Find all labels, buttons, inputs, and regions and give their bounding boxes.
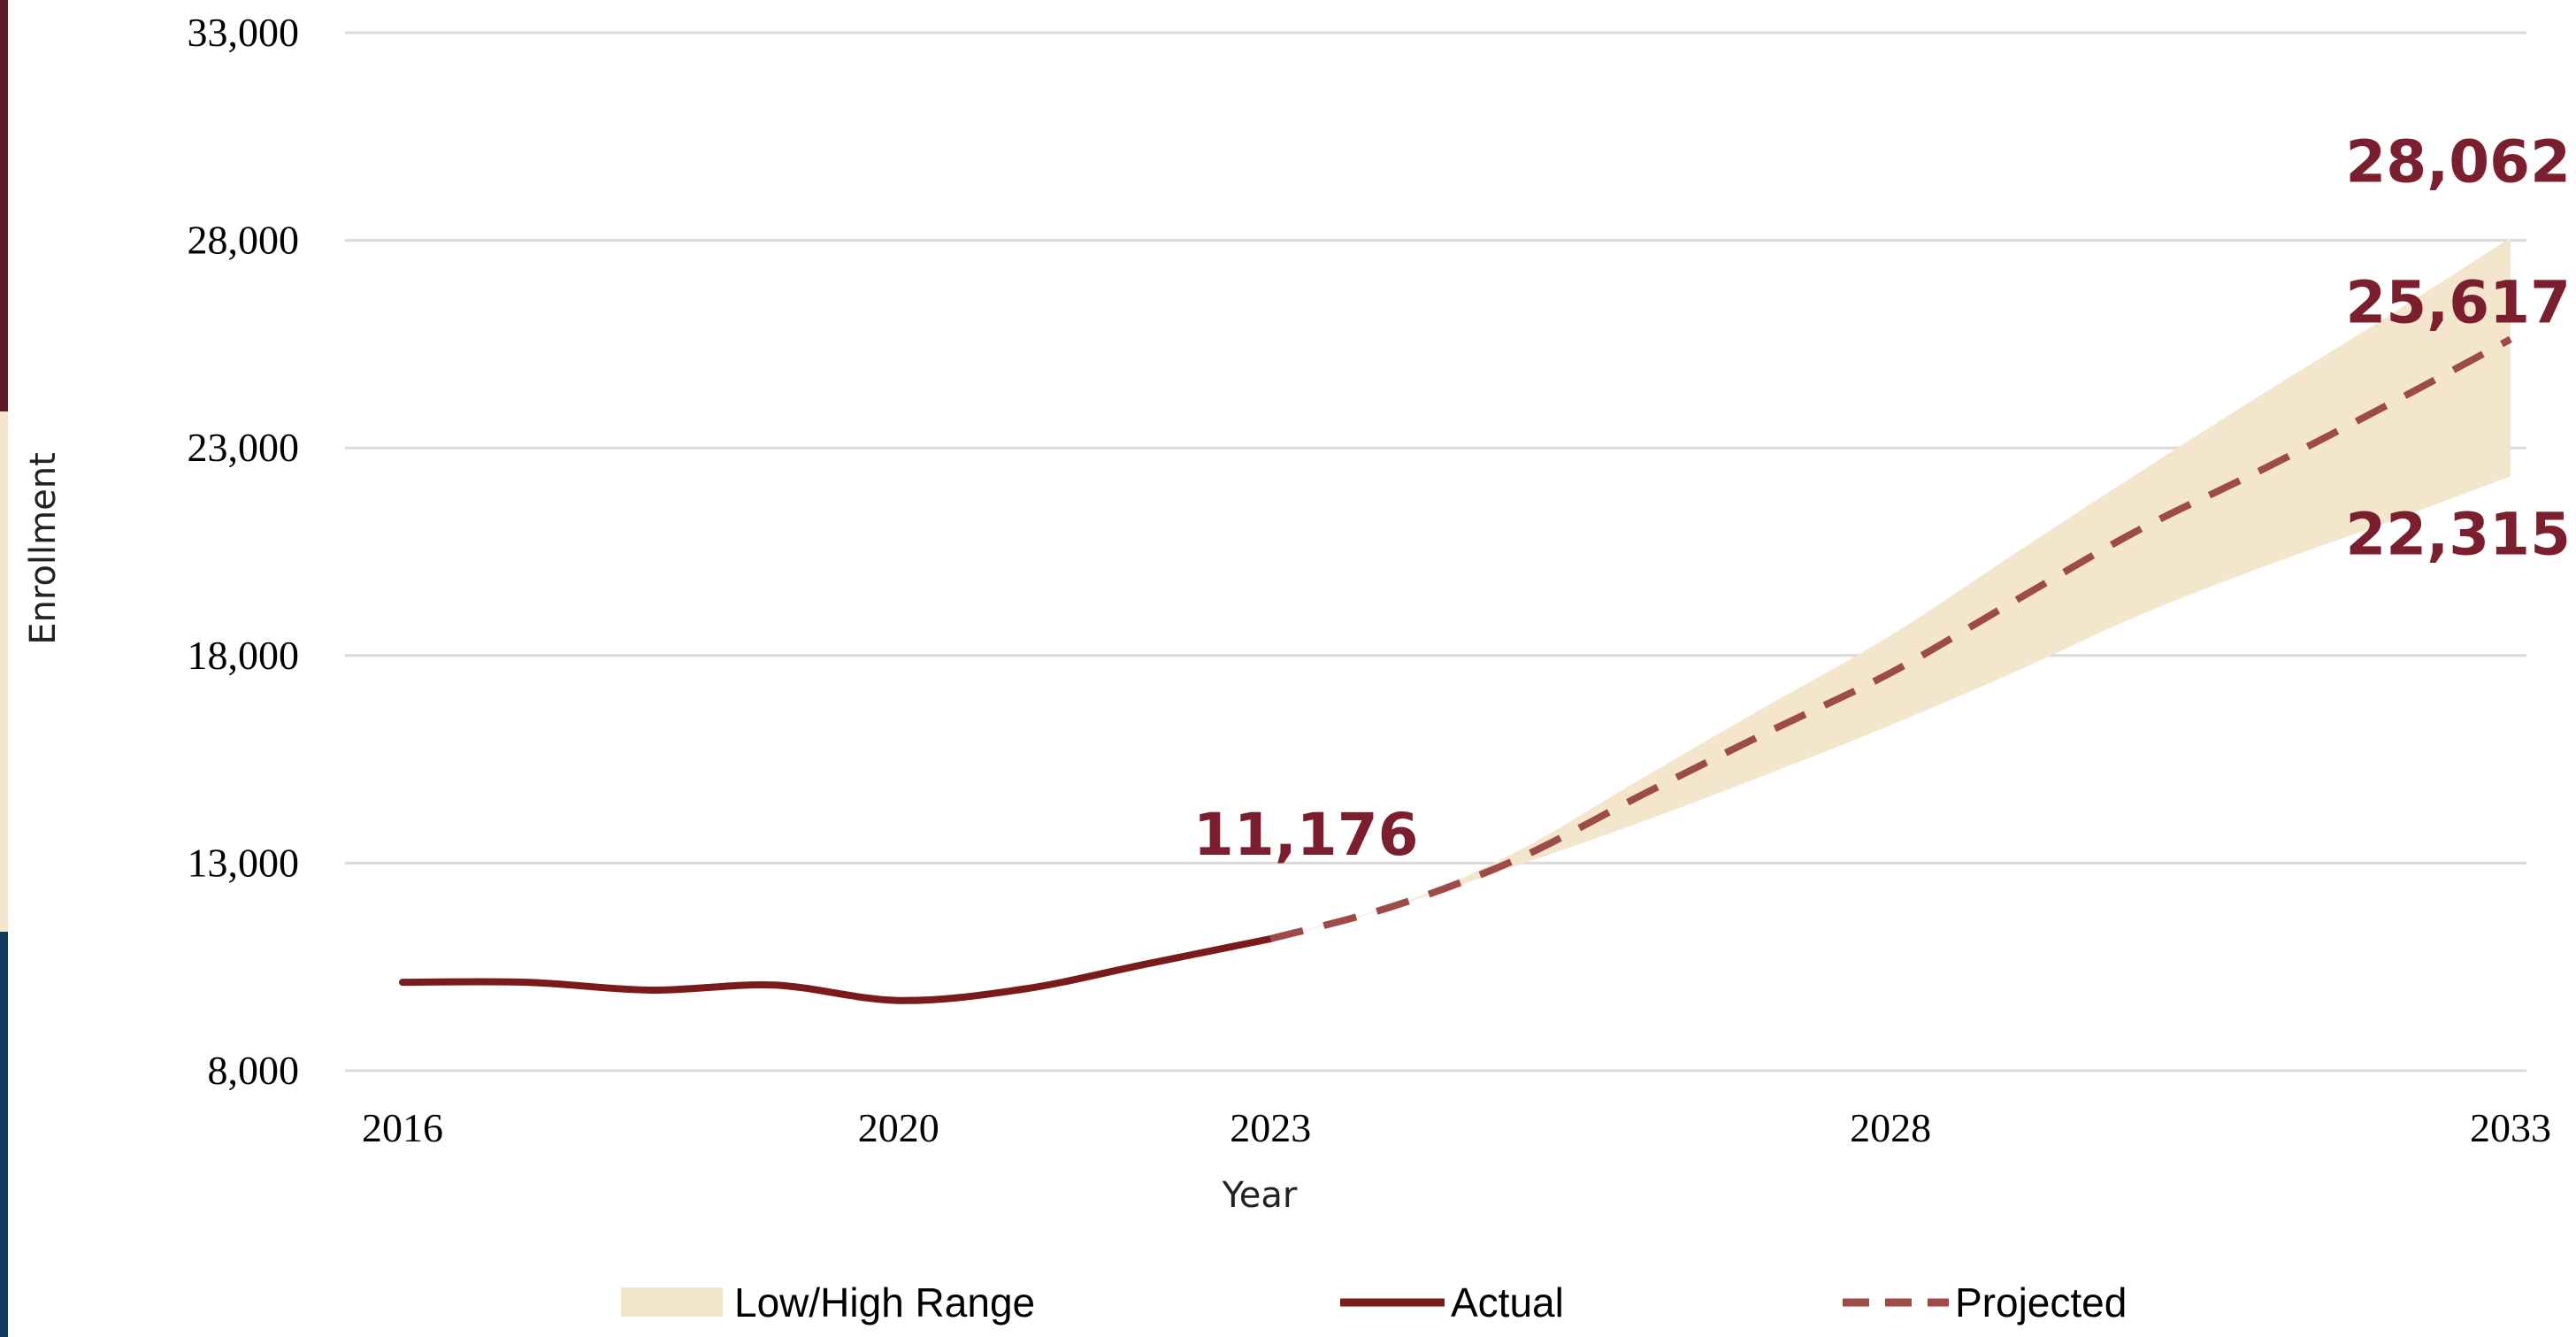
x-axis-title: Year	[1222, 1175, 1298, 1216]
y-tick-label: 18,000	[188, 633, 300, 678]
y-tick-label: 33,000	[188, 10, 300, 55]
x-tick-label: 2023	[1230, 1105, 1311, 1150]
projected-line	[1269, 335, 2512, 942]
data-label: 11,176	[1193, 801, 1419, 869]
x-tick-label: 2016	[362, 1105, 443, 1150]
range-band	[1270, 237, 2511, 939]
accent-bar-top	[0, 0, 8, 411]
gridlines	[345, 31, 2526, 1072]
y-tick-label: 28,000	[188, 218, 300, 263]
legend-label: Actual	[1451, 1279, 1564, 1325]
x-tick-label: 2028	[1850, 1105, 1931, 1150]
x-tick-label: 2033	[2470, 1105, 2551, 1150]
legend: Low/High Range Actual Projected	[621, 1279, 2127, 1325]
actual-line	[399, 935, 1275, 1004]
x-tick-label: 2020	[858, 1105, 939, 1150]
y-axis-title: Enrollment	[23, 452, 64, 645]
series-lines-layer	[399, 335, 2512, 1004]
y-tick-label: 8,000	[208, 1048, 300, 1093]
y-tick-label: 23,000	[188, 425, 300, 470]
legend-item: Projected	[1843, 1279, 2127, 1325]
legend-item: Actual	[1340, 1279, 1564, 1325]
legend-label: Projected	[1955, 1279, 2127, 1325]
range-band-layer	[1270, 237, 2511, 939]
accent-bar-middle	[0, 411, 8, 932]
x-axis-ticks: 2016 2020 2023 2028 2033	[362, 1105, 2551, 1150]
data-labels: 11,176 28,062 25,617 22,315	[1193, 128, 2571, 869]
data-label: 25,617	[2345, 268, 2571, 336]
data-label: 22,315	[2345, 500, 2571, 568]
y-axis-ticks: 33,000 28,000 23,000 18,000 13,000 8,000	[188, 10, 300, 1093]
y-tick-label: 13,000	[188, 840, 300, 885]
legend-label: Low/High Range	[734, 1279, 1035, 1325]
legend-item: Low/High Range	[621, 1279, 1035, 1325]
data-label: 28,062	[2345, 128, 2571, 196]
accent-bar-bottom	[0, 932, 8, 1337]
legend-swatch-band	[621, 1287, 723, 1317]
